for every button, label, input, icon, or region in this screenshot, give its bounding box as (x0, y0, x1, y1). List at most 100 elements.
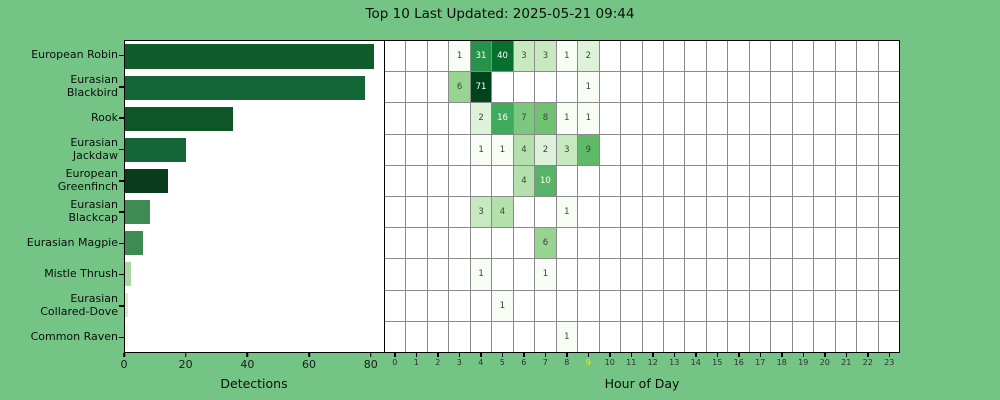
heatmap-cell (513, 321, 535, 352)
detections-bar (125, 106, 233, 131)
heatmap-cell (621, 197, 642, 228)
heatmap-cell (814, 321, 835, 352)
bar-row (125, 290, 384, 321)
heatmap-cell (406, 41, 427, 72)
heatmap-cell (427, 259, 449, 290)
heatmap-cell (878, 72, 899, 103)
heatmap-cell: 16 (492, 103, 513, 134)
heatmap-cell (706, 165, 728, 196)
heatmap-cell (385, 165, 406, 196)
heatmap-cell (663, 321, 685, 352)
hour-axis-cell: 19 (793, 353, 815, 371)
hour-tick-label: 6 (521, 357, 527, 367)
heatmap-cell (771, 103, 792, 134)
hour-tick-mark (394, 353, 396, 357)
y-tick-row (119, 259, 124, 290)
heatmap-cell (621, 259, 642, 290)
species-label: Rook (0, 103, 118, 134)
heatmap-cell (406, 103, 427, 134)
heatmap-cell (599, 41, 621, 72)
y-tick-mark (119, 54, 124, 57)
hour-tick-label: 19 (798, 357, 809, 367)
heatmap-cell (749, 72, 771, 103)
heatmap-cell (792, 41, 814, 72)
heatmap-cell (792, 197, 814, 228)
heatmap-cell (385, 290, 406, 321)
heatmap-cell (835, 228, 857, 259)
heatmap-cell (792, 321, 814, 352)
hour-axis-cell: 8 (556, 353, 578, 371)
heatmap-cell (835, 259, 857, 290)
hour-tick-mark (673, 353, 675, 357)
heatmap-cell (599, 290, 621, 321)
heatmap-cell (642, 228, 663, 259)
heatmap-cell (642, 259, 663, 290)
hour-tick-mark (738, 353, 740, 357)
heatmap-cell: 4 (513, 134, 535, 165)
hour-axis-cell: 16 (728, 353, 750, 371)
heatmap-cell (749, 165, 771, 196)
heatmap-cell (749, 197, 771, 228)
hour-tick-label: 3 (456, 357, 462, 367)
bar-row (125, 259, 384, 290)
heatmap-cell (556, 165, 578, 196)
detections-bar (125, 44, 374, 69)
heatmap-cell (706, 41, 728, 72)
hour-tick-label: 14 (690, 357, 701, 367)
y-tick-row (119, 71, 124, 102)
y-tick-row (119, 290, 124, 321)
detections-bar (125, 230, 144, 256)
heatmap-cell: 3 (556, 134, 578, 165)
hour-tick-mark (695, 353, 697, 357)
heatmap-cell (663, 134, 685, 165)
heatmap-cell: 4 (492, 197, 513, 228)
heatmap-cell: 1 (556, 197, 578, 228)
heatmap-cell (749, 103, 771, 134)
hour-tick-mark (523, 353, 525, 357)
y-tick-mark (119, 336, 124, 339)
heatmap-cell (771, 197, 792, 228)
heatmap-cell: 1 (556, 41, 578, 72)
heatmap-cell (406, 321, 427, 352)
heatmap-cell (556, 290, 578, 321)
heatmap-cell (857, 72, 878, 103)
heatmap-cell (685, 197, 706, 228)
heatmap-cell (642, 72, 663, 103)
heatmap-cell (449, 103, 470, 134)
x-tick-mark (308, 353, 310, 357)
hour-axis-cell: 2 (427, 353, 449, 371)
heatmap-cell (663, 259, 685, 290)
heatmap-cell (599, 197, 621, 228)
heatmap-cell (578, 197, 599, 228)
hour-tick-mark (437, 353, 439, 357)
heatmap-cell (878, 197, 899, 228)
heatmap-cell (814, 103, 835, 134)
detections-bar (125, 199, 150, 225)
hour-tick-mark (458, 353, 460, 357)
y-tick-row (119, 322, 124, 353)
heatmap-cell (728, 72, 749, 103)
heatmap-cell (385, 259, 406, 290)
heatmap-cell (663, 197, 685, 228)
heatmap-cell (449, 259, 470, 290)
heatmap-cell: 1 (578, 103, 599, 134)
heatmap-cell (385, 228, 406, 259)
heatmap-cell: 1 (556, 321, 578, 352)
heatmap-cell (449, 197, 470, 228)
hour-axis-cell: 18 (771, 353, 793, 371)
detections-bar (125, 262, 132, 287)
hour-axis-cell: 9 (578, 353, 600, 371)
hour-tick-mark (566, 353, 568, 357)
x-tick-mark (123, 353, 125, 357)
y-tick-row (119, 228, 124, 259)
heatmap-cell (406, 259, 427, 290)
species-label-line: Eurasian (70, 198, 118, 212)
heatmap-cell (878, 290, 899, 321)
heatmap-cell (749, 290, 771, 321)
hour-axis-cell: 10 (599, 353, 621, 371)
hour-tick-label: 20 (819, 357, 830, 367)
heatmap-cell (857, 103, 878, 134)
heatmap-cell (835, 290, 857, 321)
heatmap-cell (685, 290, 706, 321)
heatmap-cell (706, 197, 728, 228)
